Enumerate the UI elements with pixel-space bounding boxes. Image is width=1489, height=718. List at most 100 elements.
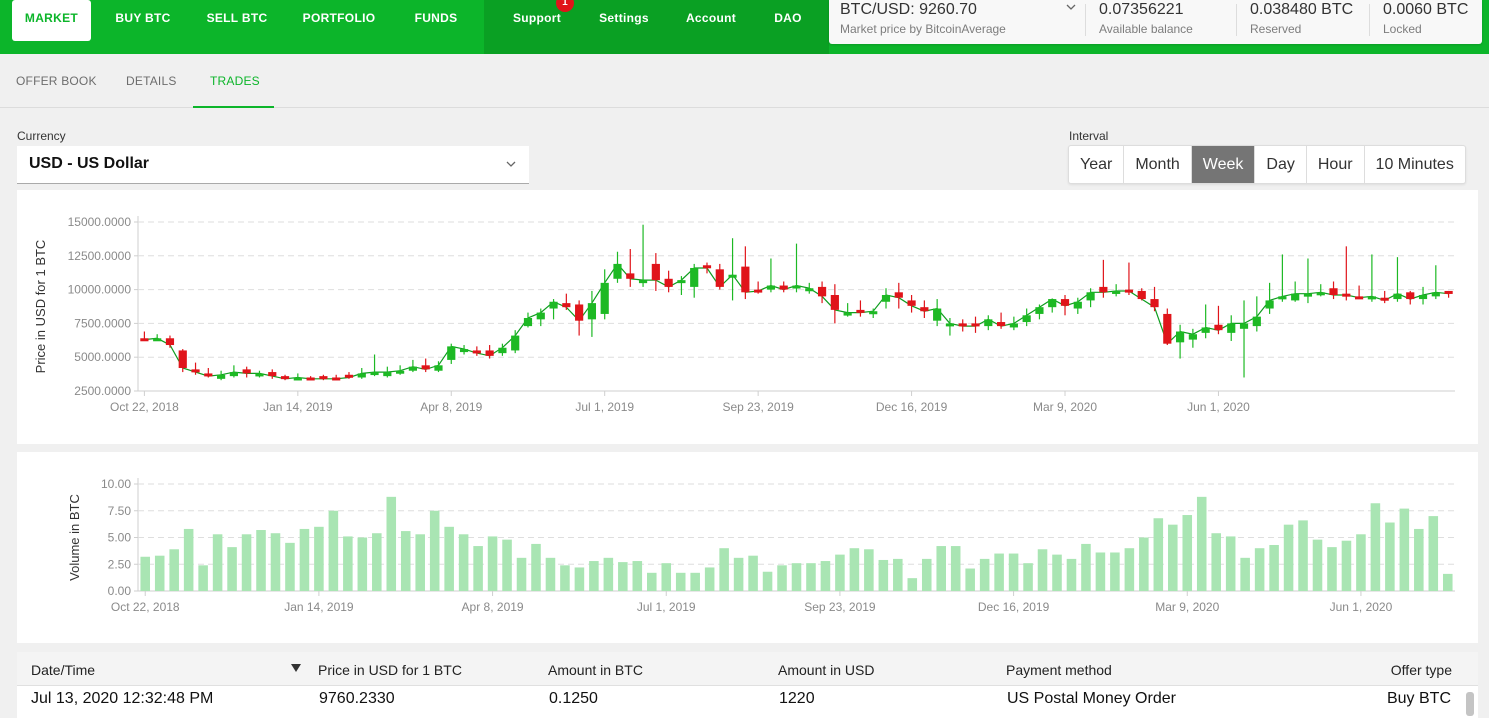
candle-body xyxy=(984,319,993,327)
y-tick-label: 12500.0000 xyxy=(68,249,132,263)
candle-body xyxy=(971,323,980,327)
interval-toggle-group: Year Month Week Day Hour 10 Minutes xyxy=(1068,145,1466,184)
nav-support[interactable]: Support 1 xyxy=(500,0,574,42)
candle-body xyxy=(1406,292,1415,300)
nav-buy-btc[interactable]: BUY BTC xyxy=(115,11,171,25)
interval-day-button[interactable]: Day xyxy=(1255,146,1307,183)
top-navigation-bar: MARKET BUY BTC SELL BTC PORTFOLIO FUNDS … xyxy=(0,0,1489,54)
volume-bar xyxy=(270,533,281,591)
candle-body xyxy=(1278,296,1287,300)
x-tick-label: Jun 1, 2020 xyxy=(1187,400,1250,414)
candle-body xyxy=(1329,288,1338,296)
currency-select[interactable]: USD - US Dollar xyxy=(17,146,529,184)
balance-panel: BTC/USD: 9260.70 Market price by Bitcoin… xyxy=(829,0,1482,44)
column-header-offer-type[interactable]: Offer type xyxy=(1390,662,1452,678)
secondary-nav-background xyxy=(484,0,829,54)
candle-body xyxy=(715,269,724,287)
candle-body xyxy=(1342,293,1351,297)
candle-body xyxy=(1239,323,1249,329)
locked-balance-value: 0.0060 BTC xyxy=(1383,1,1469,18)
candle-body xyxy=(1009,323,1018,328)
nav-sell-btc[interactable]: SELL BTC xyxy=(206,11,268,25)
candle-body xyxy=(434,365,443,371)
candle-body xyxy=(293,377,302,381)
sort-descending-icon[interactable] xyxy=(291,664,301,672)
column-header-datetime[interactable]: Date/Time xyxy=(31,662,96,678)
balance-divider xyxy=(1236,4,1237,36)
candle-body xyxy=(792,285,801,289)
nav-settings[interactable]: Settings xyxy=(599,11,649,25)
y-tick-label: 10.00 xyxy=(101,477,131,491)
tab-trades[interactable]: TRADES xyxy=(210,74,260,88)
candle-body xyxy=(178,350,187,369)
column-header-amount-usd[interactable]: Amount in USD xyxy=(778,662,875,678)
volume-bar xyxy=(936,546,947,591)
interval-year-button[interactable]: Year xyxy=(1069,146,1125,183)
volume-bar xyxy=(893,558,903,591)
nav-funds[interactable]: FUNDS xyxy=(414,11,458,25)
cell-payment-method: US Postal Money Order xyxy=(1007,690,1176,707)
candle-body xyxy=(856,309,865,313)
volume-bar xyxy=(328,510,339,591)
table-scrollbar[interactable] xyxy=(1466,692,1474,716)
y-tick-label: 7.50 xyxy=(108,504,132,518)
nav-portfolio[interactable]: PORTFOLIO xyxy=(302,11,376,25)
candle-body xyxy=(523,317,533,327)
candle-body xyxy=(1099,286,1108,293)
y-tick-label: 0.00 xyxy=(108,584,132,598)
x-tick-label: Oct 22, 2018 xyxy=(110,400,179,414)
candle-body xyxy=(217,374,226,379)
interval-month-button[interactable]: Month xyxy=(1124,146,1192,183)
interval-hour-button[interactable]: Hour xyxy=(1307,146,1365,183)
candle-body xyxy=(472,350,481,354)
cell-amount-usd: 1220 xyxy=(779,690,815,707)
column-header-price[interactable]: Price in USD for 1 BTC xyxy=(318,662,462,678)
volume-bar xyxy=(1370,503,1381,591)
tab-details[interactable]: DETAILS xyxy=(126,74,177,88)
x-tick-label: Dec 16, 2019 xyxy=(978,600,1050,614)
reserved-balance: 0.038480 BTC Reserved xyxy=(1250,0,1353,37)
candle-body xyxy=(153,338,162,342)
volume-bar xyxy=(979,558,990,591)
tab-offer-book[interactable]: OFFER BOOK xyxy=(16,74,97,88)
candle-body xyxy=(332,377,341,381)
volume-bar xyxy=(950,546,961,591)
volume-bar xyxy=(1008,553,1019,591)
candle-body xyxy=(1303,293,1313,297)
volume-bar xyxy=(386,496,397,591)
candle-body xyxy=(1048,299,1057,308)
volume-bar xyxy=(1095,552,1106,591)
reserved-balance-caption: Reserved xyxy=(1250,22,1302,36)
volume-bar xyxy=(400,531,411,591)
y-tick-label: 15000.0000 xyxy=(68,215,132,229)
candle-body xyxy=(638,280,648,284)
candle-body xyxy=(421,365,430,370)
candle-body xyxy=(280,376,290,380)
interval-week-button[interactable]: Week xyxy=(1191,146,1256,183)
volume-bar xyxy=(777,565,787,591)
candle-body xyxy=(600,282,609,314)
nav-market[interactable]: MARKET xyxy=(12,0,91,41)
volume-bar xyxy=(690,572,700,591)
y-axis-label: Volume in BTC xyxy=(67,494,82,581)
nav-dao[interactable]: DAO xyxy=(774,11,802,25)
available-balance: 0.07356221 Available balance xyxy=(1099,0,1193,37)
candle-body xyxy=(408,366,417,371)
candle-body xyxy=(664,278,673,287)
volume-bar xyxy=(1037,549,1048,591)
volume-bar xyxy=(241,534,252,591)
volume-bar xyxy=(1211,533,1221,591)
candle-body xyxy=(511,335,520,351)
column-header-amount-btc[interactable]: Amount in BTC xyxy=(548,662,643,678)
market-price-selector[interactable]: BTC/USD: 9260.70 Market price by Bitcoin… xyxy=(840,0,1076,37)
volume-bar xyxy=(1066,558,1077,591)
candle-body xyxy=(1137,290,1146,300)
nav-account[interactable]: Account xyxy=(685,11,737,25)
volume-bar xyxy=(1182,515,1193,591)
cell-amount-btc: 0.1250 xyxy=(549,690,598,707)
interval-10-minutes-button[interactable]: 10 Minutes xyxy=(1375,156,1454,173)
market-price-caption: Market price by BitcoinAverage xyxy=(840,22,1006,36)
volume-bar xyxy=(1399,508,1410,591)
column-header-payment-method[interactable]: Payment method xyxy=(1006,662,1112,678)
candle-body xyxy=(1291,293,1300,301)
